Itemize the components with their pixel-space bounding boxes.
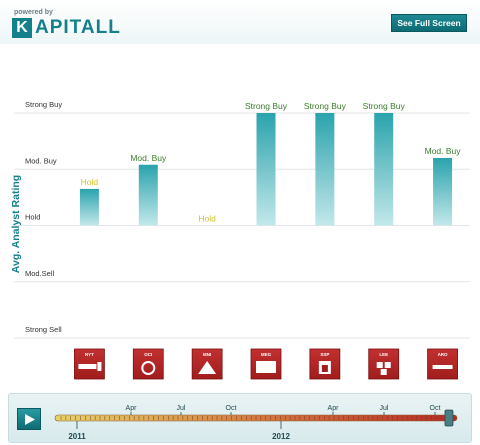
bar-lee[interactable]: [374, 113, 394, 226]
ticker-tile-aro[interactable]: ARO: [427, 348, 458, 380]
see-full-screen-button[interactable]: See Full Screen: [391, 14, 467, 32]
mountain-icon: [198, 361, 217, 374]
powered-by-text: powered by: [14, 9, 53, 16]
ticker-symbol: MEG: [261, 352, 272, 357]
bar-value-label: Mod. Buy: [425, 146, 462, 156]
logo-initial: K: [12, 18, 32, 38]
y-tick-label: Hold: [25, 213, 40, 222]
ticker-symbol: OCI: [144, 352, 152, 357]
logo-wordmark: APITALL: [35, 17, 121, 38]
ticker-symbol: ARO: [438, 352, 448, 357]
bar-value-label: Strong Buy: [363, 101, 406, 111]
kapitall-logo[interactable]: K APITALL: [12, 17, 121, 39]
bar-value-label: Hold: [198, 214, 216, 224]
bar-nyt[interactable]: [79, 188, 99, 226]
building-icon: [318, 361, 331, 374]
timeline-month-label: Oct: [226, 405, 237, 412]
diamond-blocks-icon: [376, 362, 391, 375]
timeline-panel: Apr Jul Oct Apr Jul Oct 2011 2012: [8, 393, 472, 443]
timeline-year-label: 2012: [272, 432, 290, 441]
bar-value-label: Mod. Buy: [130, 153, 167, 163]
bar-value-label: Strong Buy: [245, 101, 288, 111]
y-tick-label: Strong Buy: [25, 100, 62, 109]
ticker-tile-meg[interactable]: MEG: [250, 348, 282, 380]
ticker-symbol: LEE: [379, 352, 388, 357]
bar-aro[interactable]: [433, 158, 453, 226]
ticker-tile-ssp[interactable]: SSP: [309, 348, 341, 380]
timeline-month-label: Oct: [430, 405, 441, 412]
ticker-tile-lee[interactable]: LEE: [368, 348, 400, 380]
analyst-rating-chart: Strong Sell Mod.Sell Hold Mod. Buy Strong Bu…: [10, 100, 470, 380]
y-axis-title: Avg. Analyst Rating: [10, 175, 22, 273]
ticker-tile-nyt[interactable]: NYT: [74, 348, 105, 380]
timeline-month-label: Apr: [126, 405, 138, 412]
ticker-symbol: NYT: [85, 352, 94, 357]
bar-value-label: Hold: [81, 177, 99, 187]
circle-logo-icon: [141, 361, 156, 375]
y-tick-label: Mod. Buy: [25, 156, 57, 165]
bar-meg[interactable]: [256, 113, 276, 226]
timeline-handle[interactable]: [444, 409, 454, 427]
media-general-icon: [256, 361, 276, 373]
play-icon: [25, 414, 35, 425]
newspaper-icon: [78, 362, 102, 371]
text-block-icon: [432, 365, 453, 369]
bar-ssp[interactable]: [315, 113, 335, 226]
y-tick-label: Strong Sell: [25, 325, 62, 334]
ticker-symbol: SSP: [320, 352, 329, 357]
timeline-month-label: Apr: [328, 405, 340, 412]
ticker-symbol: MNI: [203, 352, 211, 357]
play-button[interactable]: [17, 408, 41, 430]
bar-value-label: Strong Buy: [304, 101, 347, 111]
header-bar: powered by K APITALL See Full Screen: [0, 0, 480, 44]
timeline-month-label: Jul: [380, 405, 389, 412]
y-tick-label: Mod.Sell: [25, 269, 55, 278]
timeline-slider[interactable]: Apr Jul Oct Apr Jul Oct 2011 2012: [49, 394, 469, 444]
bar-oci[interactable]: [138, 164, 158, 226]
ticker-tile-oci[interactable]: OCI: [132, 348, 164, 380]
timeline-month-label: Jul: [177, 405, 186, 412]
timeline-year-label: 2011: [68, 432, 86, 441]
ticker-tile-mni[interactable]: MNI: [191, 348, 223, 380]
